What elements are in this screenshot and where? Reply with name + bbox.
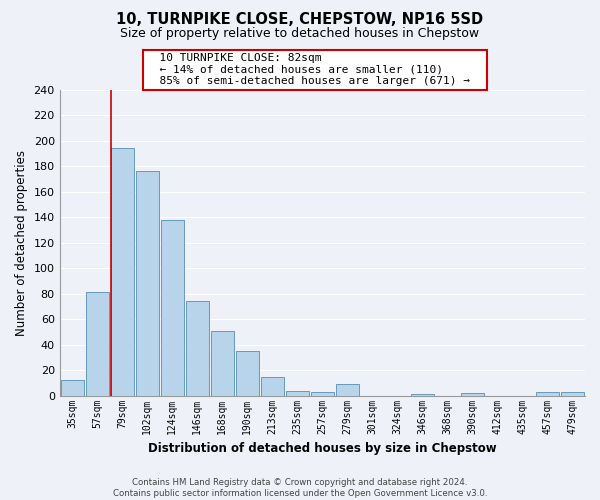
Bar bbox=[86, 292, 109, 396]
Bar bbox=[136, 171, 159, 396]
Text: Size of property relative to detached houses in Chepstow: Size of property relative to detached ho… bbox=[121, 28, 479, 40]
Text: 10 TURNPIKE CLOSE: 82sqm  
  ← 14% of detached houses are smaller (110)  
  85% : 10 TURNPIKE CLOSE: 82sqm ← 14% of detach… bbox=[146, 54, 484, 86]
Bar bbox=[411, 394, 434, 396]
Bar bbox=[261, 376, 284, 396]
Y-axis label: Number of detached properties: Number of detached properties bbox=[15, 150, 28, 336]
Text: 10, TURNPIKE CLOSE, CHEPSTOW, NP16 5SD: 10, TURNPIKE CLOSE, CHEPSTOW, NP16 5SD bbox=[116, 12, 484, 28]
Bar bbox=[110, 148, 134, 396]
Bar bbox=[211, 330, 234, 396]
Bar bbox=[336, 384, 359, 396]
Bar bbox=[61, 380, 83, 396]
Bar bbox=[311, 392, 334, 396]
Text: Contains HM Land Registry data © Crown copyright and database right 2024.
Contai: Contains HM Land Registry data © Crown c… bbox=[113, 478, 487, 498]
Bar bbox=[186, 302, 209, 396]
Bar bbox=[461, 393, 484, 396]
Bar bbox=[561, 392, 584, 396]
Bar bbox=[536, 392, 559, 396]
Bar bbox=[236, 351, 259, 396]
X-axis label: Distribution of detached houses by size in Chepstow: Distribution of detached houses by size … bbox=[148, 442, 497, 455]
Bar bbox=[161, 220, 184, 396]
Bar bbox=[286, 390, 309, 396]
